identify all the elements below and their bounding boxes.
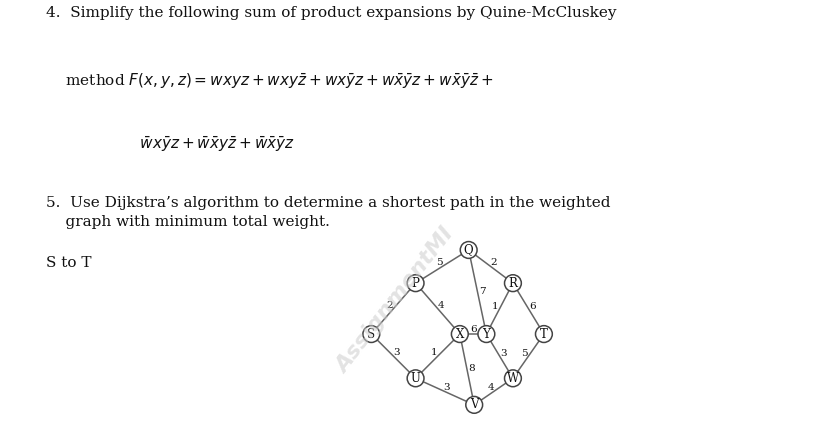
Text: 1: 1 [491,302,498,311]
Text: 6: 6 [469,325,476,334]
Text: S to T: S to T [45,256,91,270]
Text: P: P [411,277,419,290]
Text: 5: 5 [436,258,442,267]
Text: Q: Q [463,244,473,257]
Circle shape [504,275,521,292]
Circle shape [466,396,482,413]
Text: AssignmentMI: AssignmentMI [332,224,458,377]
Text: Y: Y [482,328,490,341]
Text: W: W [506,372,519,385]
Circle shape [407,370,423,387]
Text: 5.  Use Dijkstra’s algorithm to determine a shortest path in the weighted: 5. Use Dijkstra’s algorithm to determine… [45,196,609,210]
Text: U: U [410,372,420,385]
Circle shape [477,325,495,343]
Text: S: S [367,328,375,341]
Text: R: R [508,277,517,290]
Text: $\qquad\qquad\quad \bar{w}x\bar{y}z + \bar{w}\bar{x}y\bar{z} + \bar{w}\bar{x}\ba: $\qquad\qquad\quad \bar{w}x\bar{y}z + \b… [45,134,294,154]
Text: 3: 3 [443,383,450,392]
Text: 5: 5 [520,349,527,358]
Text: 3: 3 [393,348,399,357]
Text: 4: 4 [437,301,444,310]
Text: 6: 6 [528,302,535,311]
Text: method $F(x, y,z) = wxyz + wxy\bar{z} + wx\bar{y}z + w\bar{x}\bar{y}z + w\bar{x}: method $F(x, y,z) = wxyz + wxy\bar{z} + … [45,71,492,91]
Text: 2: 2 [386,301,393,310]
Circle shape [451,325,467,343]
Circle shape [407,275,423,292]
Text: 7: 7 [478,286,485,296]
Text: 3: 3 [500,349,506,358]
Text: T: T [539,328,547,341]
Text: 2: 2 [490,258,496,267]
Circle shape [535,325,552,343]
Text: 1: 1 [430,348,437,357]
Text: V: V [470,398,478,411]
Circle shape [362,325,380,343]
Circle shape [460,242,476,258]
Text: X: X [455,328,463,341]
Text: graph with minimum total weight.: graph with minimum total weight. [45,215,329,229]
Circle shape [504,370,521,387]
Text: 4: 4 [487,383,494,392]
Text: 4.  Simplify the following sum of product expansions by Quine-McCluskey: 4. Simplify the following sum of product… [45,6,615,20]
Text: 8: 8 [468,364,475,373]
